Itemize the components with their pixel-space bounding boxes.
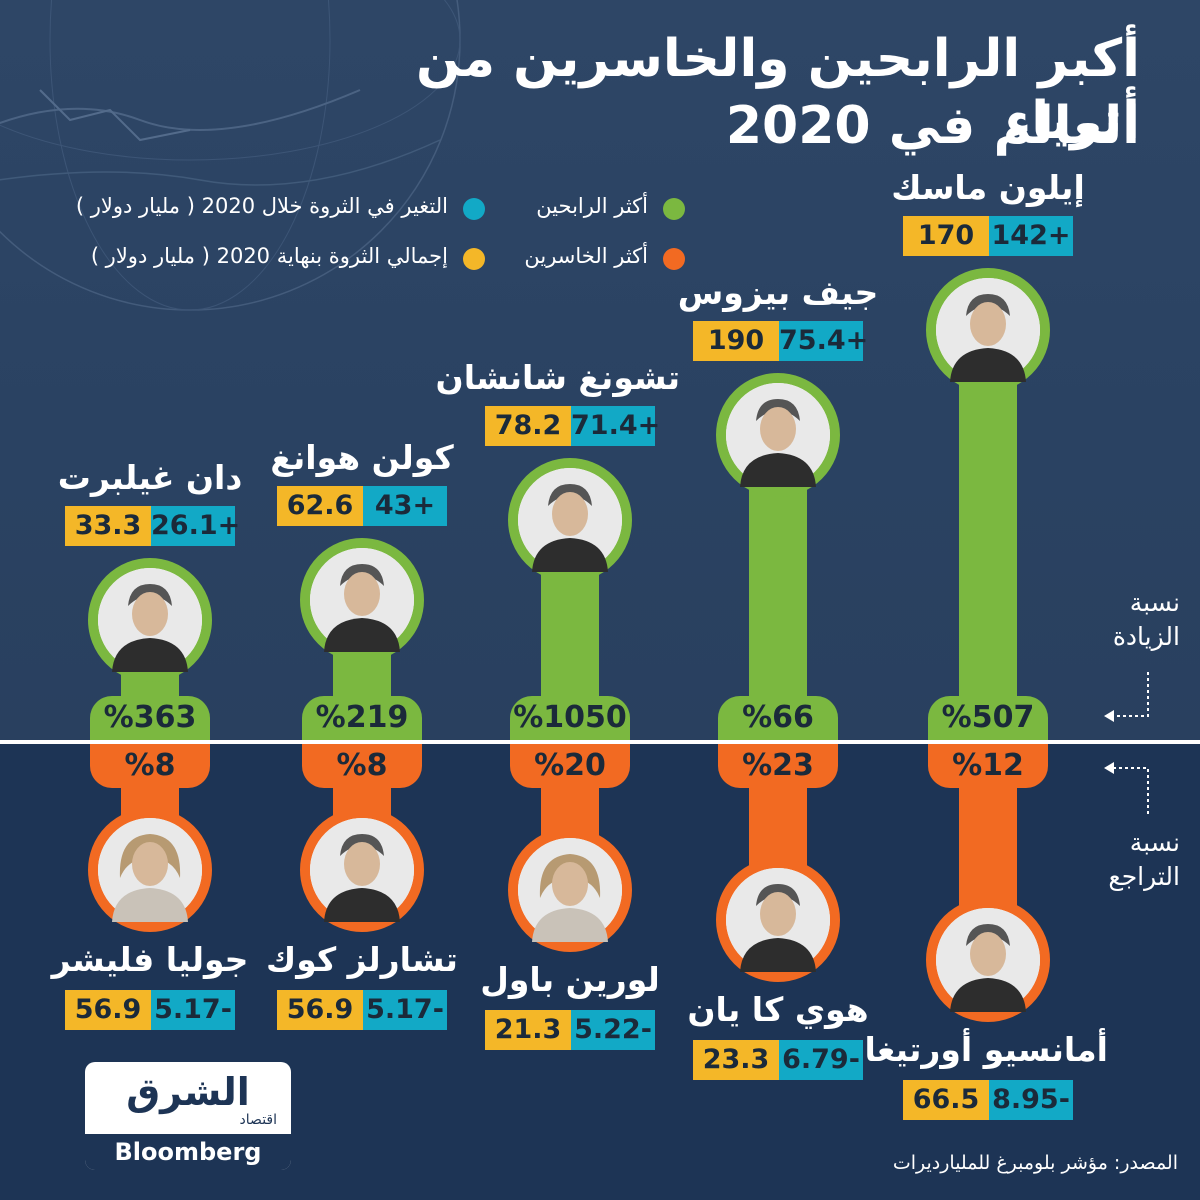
- loser-portrait-0: [88, 808, 212, 932]
- gainer-change-value: 75.4+: [779, 321, 868, 361]
- loser-change-value: 5.22-: [571, 1010, 655, 1050]
- gainer-pct-label: %219: [302, 696, 422, 740]
- gainer-total-value: 170: [903, 216, 989, 256]
- asharq-bloomberg-logo: الشرق اقتصاد Bloomberg: [85, 1062, 291, 1170]
- side-label-increase-line1: نسبة: [1129, 588, 1180, 617]
- person-portrait-icon: [310, 548, 414, 652]
- person-portrait-icon: [936, 278, 1040, 382]
- loser-values-2: 21.3 5.22-: [485, 1010, 655, 1050]
- side-label-increase: نسبة الزيادة: [1113, 586, 1180, 654]
- legend-losers-label: أكثر الخاسرين: [524, 244, 648, 268]
- gainer-name: كولن هوانغ: [270, 438, 454, 477]
- arrow-increase-icon: [1104, 672, 1149, 722]
- loser-change-value: 5.17-: [151, 990, 235, 1030]
- arrow-decrease-icon: [1104, 762, 1149, 814]
- person-portrait-icon: [98, 818, 202, 922]
- person-portrait-icon: [518, 468, 622, 572]
- gainer-total-value: 33.3: [65, 506, 151, 546]
- gainer-name: إيلون ماسك: [891, 168, 1085, 207]
- logo-arabic: الشرق: [126, 1070, 250, 1114]
- loser-name: لورين باول: [480, 960, 660, 999]
- loser-pct-label: %23: [718, 744, 838, 788]
- gainer-values-1: 62.6 43+: [277, 486, 447, 526]
- gainer-values-2: 78.2 71.4+: [485, 406, 660, 446]
- loser-change-value: 5.17-: [363, 990, 447, 1030]
- gainer-change-value: 26.1+: [151, 506, 240, 546]
- loser-pct-label: %8: [302, 744, 422, 788]
- legend-gainers-dot: [663, 198, 685, 220]
- loser-change-value: 8.95-: [989, 1080, 1073, 1120]
- gainer-name: تشونغ شانشان: [435, 358, 680, 397]
- gainer-pct-label: %507: [928, 696, 1048, 740]
- loser-portrait-1: [300, 808, 424, 932]
- gainer-values-0: 33.3 26.1+: [65, 506, 240, 546]
- loser-total-value: 21.3: [485, 1010, 571, 1050]
- person-portrait-icon: [726, 868, 830, 972]
- person-portrait-icon: [936, 908, 1040, 1012]
- title-line-1: أكبر الرابحين والخاسرين من أثرياء: [416, 29, 1140, 151]
- person-portrait-icon: [518, 838, 622, 942]
- loser-values-4: 66.5 8.95-: [903, 1080, 1073, 1120]
- legend-gainers-label: أكثر الرابحين: [536, 194, 648, 218]
- logo-bloomberg: Bloomberg: [114, 1138, 262, 1166]
- legend-total-label: إجمالي الثروة بنهاية 2020 ( مليار دولار …: [90, 244, 448, 268]
- loser-portrait-4: [926, 898, 1050, 1022]
- gainer-total-value: 190: [693, 321, 779, 361]
- gainer-portrait-4: [926, 268, 1050, 392]
- person-portrait-icon: [310, 818, 414, 922]
- loser-total-value: 56.9: [277, 990, 363, 1030]
- loser-values-3: 23.3 6.79-: [693, 1040, 863, 1080]
- legend-total-dot: [463, 248, 485, 270]
- loser-name: تشارلز كوك: [266, 940, 458, 979]
- gainer-pct-label: %66: [718, 696, 838, 740]
- gainer-name: دان غيلبرت: [57, 458, 243, 497]
- title-line-2: العالم في 2020: [725, 96, 1140, 156]
- source-note: المصدر: مؤشر بلومبرغ للمليارديرات: [892, 1152, 1178, 1174]
- gainer-portrait-3: [716, 373, 840, 497]
- loser-values-0: 56.9 5.17-: [65, 990, 235, 1030]
- loser-values-1: 56.9 5.17-: [277, 990, 447, 1030]
- gainer-bar-4: [959, 330, 1017, 742]
- side-label-increase-line2: الزيادة: [1112, 622, 1180, 651]
- loser-name: هوي كا يان: [687, 990, 869, 1029]
- gainer-values-4: 170 142+: [903, 216, 1073, 256]
- gainer-portrait-2: [508, 458, 632, 582]
- side-label-decrease: نسبة التراجع: [1108, 826, 1180, 894]
- zero-divider: [0, 740, 1200, 744]
- gainer-pct-label: %363: [90, 696, 210, 740]
- loser-name: أمانسيو أورتيغا: [864, 1030, 1108, 1069]
- gainer-total-value: 62.6: [277, 486, 363, 526]
- loser-pct-label: %8: [90, 744, 210, 788]
- side-label-decrease-line1: نسبة: [1129, 828, 1180, 857]
- gainer-change-value: 142+: [989, 216, 1073, 256]
- legend-losers-dot: [663, 248, 685, 270]
- loser-portrait-2: [508, 828, 632, 952]
- gainer-name: جيف بيزوس: [677, 273, 879, 312]
- loser-total-value: 23.3: [693, 1040, 779, 1080]
- legend-change-dot: [463, 198, 485, 220]
- loser-change-value: 6.79-: [779, 1040, 863, 1080]
- gainer-change-value: 43+: [363, 486, 447, 526]
- person-portrait-icon: [726, 383, 830, 487]
- loser-portrait-3: [716, 858, 840, 982]
- person-portrait-icon: [98, 568, 202, 672]
- loser-total-value: 56.9: [65, 990, 151, 1030]
- legend-change-label: التغير في الثروة خلال 2020 ( مليار دولار…: [75, 194, 448, 218]
- globe-decoration: [0, 0, 461, 311]
- logo-sub: اقتصاد: [239, 1112, 277, 1128]
- loser-pct-label: %20: [510, 744, 630, 788]
- gainer-pct-label: %1050: [510, 696, 630, 740]
- gainer-total-value: 78.2: [485, 406, 571, 446]
- loser-name: جوليا فليشر: [51, 940, 249, 979]
- loser-pct-label: %12: [928, 744, 1048, 788]
- loser-total-value: 66.5: [903, 1080, 989, 1120]
- gainer-portrait-1: [300, 538, 424, 662]
- gainer-values-3: 190 75.4+: [693, 321, 868, 361]
- logo-band: [85, 1134, 291, 1170]
- gainer-change-value: 71.4+: [571, 406, 660, 446]
- side-label-decrease-line2: التراجع: [1108, 862, 1180, 891]
- gainer-portrait-0: [88, 558, 212, 682]
